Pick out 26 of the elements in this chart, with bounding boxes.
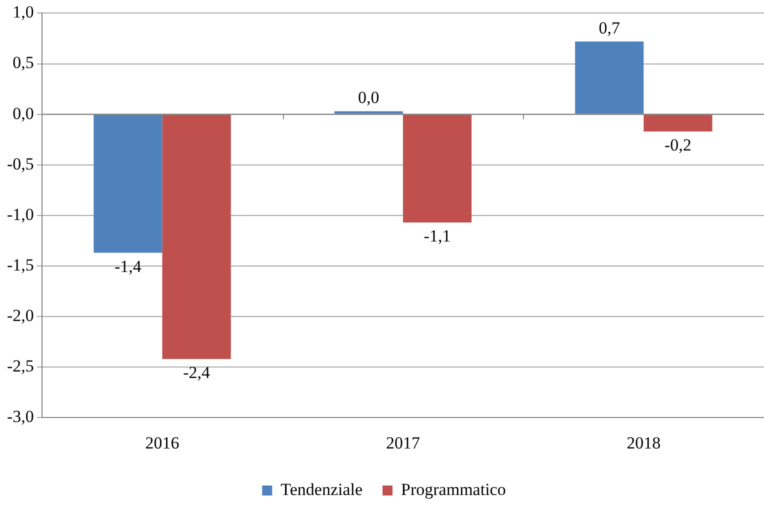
data-label: -1,1: [424, 226, 451, 246]
y-tick-label: -2,0: [6, 306, 34, 325]
x-tick-label: 2017: [386, 433, 420, 452]
y-tick-label: -2,5: [6, 356, 34, 376]
data-label: -2,4: [183, 362, 211, 382]
x-tick-label: 2016: [145, 433, 180, 452]
bar: [575, 42, 644, 114]
data-label: -0,2: [664, 135, 692, 154]
y-tick-label: 1,0: [12, 2, 34, 22]
bar: [402, 114, 472, 222]
data-label: -1,4: [114, 256, 142, 276]
x-tick-label: 2018: [626, 433, 661, 452]
y-tick-label: -0,5: [6, 154, 34, 174]
y-tick-label: 0,0: [12, 104, 34, 123]
y-tick-label: -3,0: [6, 407, 34, 426]
y-tick-label: -1,0: [6, 204, 34, 224]
bar: [334, 111, 403, 114]
legend-label: Programmatico: [401, 480, 506, 499]
bar: [644, 114, 712, 132]
y-tick-label: -1,5: [6, 255, 34, 274]
y-tick-label: 0,5: [12, 53, 34, 72]
bar: [94, 114, 162, 253]
data-label: 0,7: [598, 18, 620, 38]
data-label: 0,0: [358, 88, 380, 108]
legend-label: Tendenziale: [280, 480, 363, 499]
bar: [162, 114, 231, 359]
